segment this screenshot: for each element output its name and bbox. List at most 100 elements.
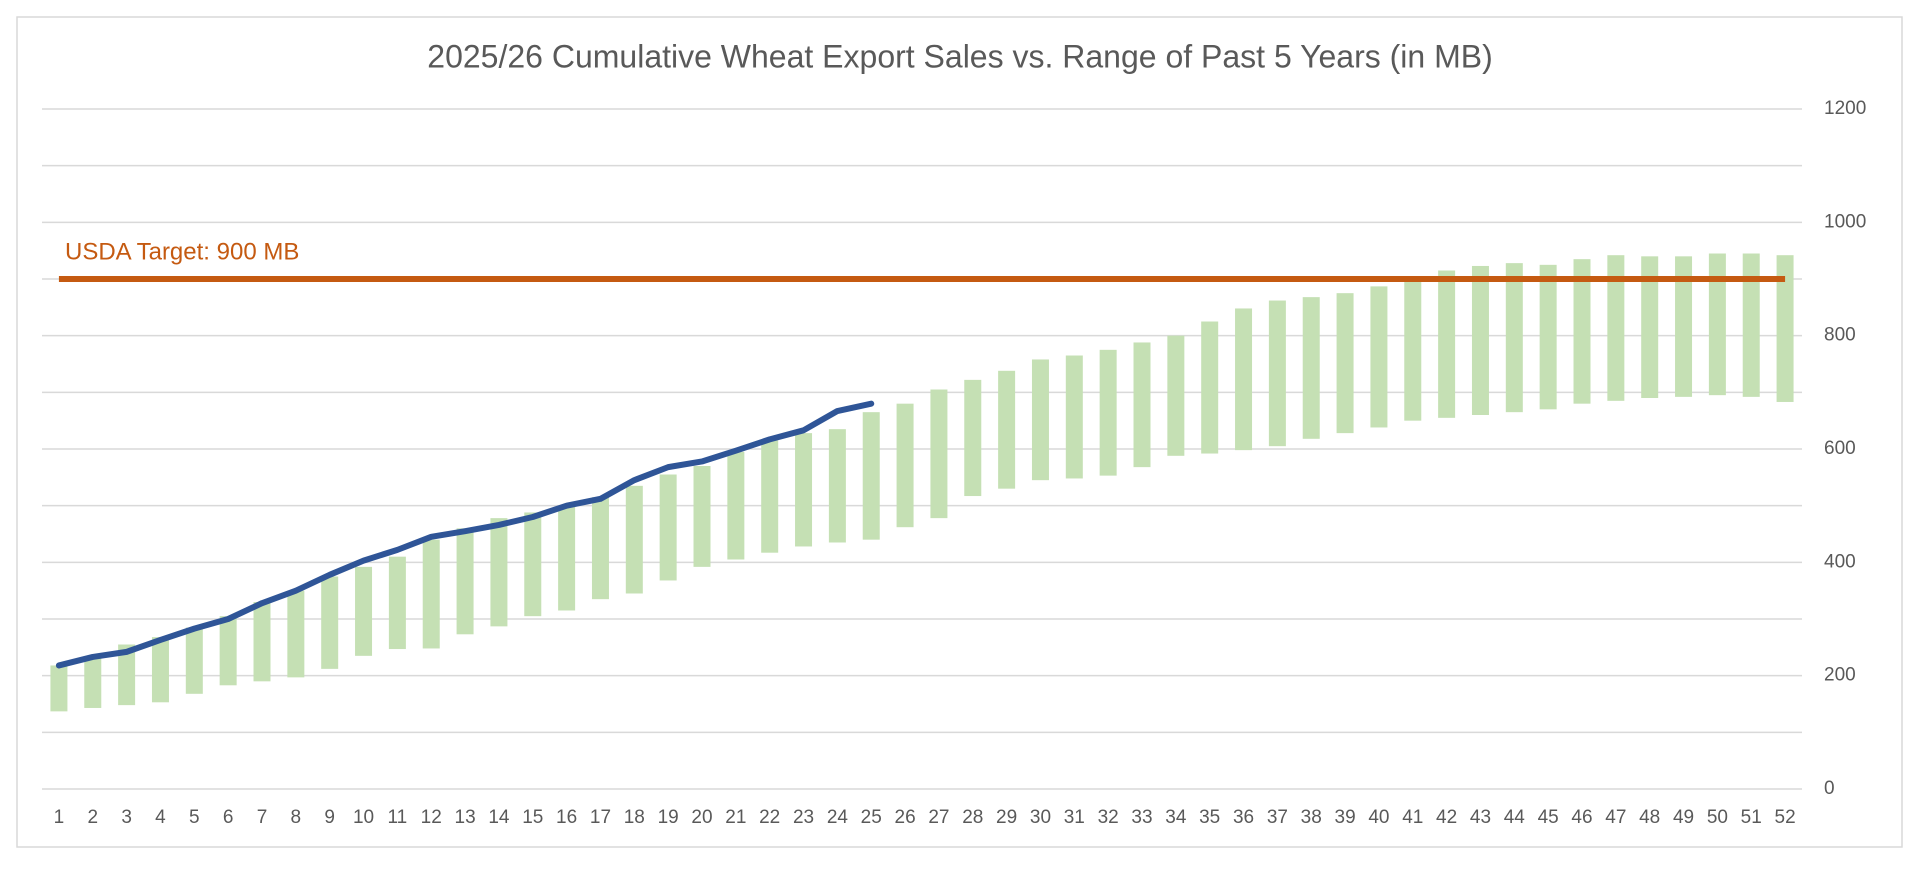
range-bar — [1133, 342, 1151, 468]
x-tick-label: 31 — [1064, 807, 1085, 828]
range-bar — [1235, 308, 1253, 451]
range-bar — [1539, 264, 1557, 410]
range-bar — [1099, 349, 1117, 476]
x-tick-label: 34 — [1165, 807, 1187, 828]
y-tick-label: 1000 — [1824, 211, 1866, 232]
range-bar — [422, 539, 440, 649]
x-tick-label: 24 — [827, 807, 849, 828]
range-bar — [1742, 253, 1760, 397]
y-tick-label: 600 — [1824, 438, 1856, 459]
x-tick-label: 11 — [388, 807, 408, 828]
y-tick-label: 800 — [1824, 325, 1856, 346]
range-bar — [693, 466, 711, 567]
x-tick-label: 7 — [257, 807, 268, 828]
range-bar — [355, 566, 373, 656]
range-bar — [1675, 256, 1693, 397]
x-tick-label: 12 — [421, 807, 442, 828]
x-tick-label: 9 — [324, 807, 335, 828]
x-tick-label: 5 — [189, 807, 200, 828]
x-tick-label: 33 — [1131, 807, 1152, 828]
x-tick-label: 4 — [155, 807, 166, 828]
x-tick-label: 16 — [556, 807, 577, 828]
range-bar — [1370, 286, 1388, 428]
range-bar — [253, 602, 271, 682]
x-tick-label: 50 — [1707, 807, 1728, 828]
range-bar — [1031, 359, 1049, 481]
range-bar — [1641, 256, 1659, 398]
range-bar — [118, 644, 136, 706]
chart-frame — [16, 16, 1903, 848]
range-bar — [84, 657, 102, 708]
range-bar — [1505, 263, 1523, 413]
x-tick-label: 1 — [54, 807, 65, 828]
x-tick-label: 43 — [1470, 807, 1491, 828]
range-bar — [1065, 355, 1083, 479]
range-bar — [388, 556, 406, 650]
y-tick-label: 0 — [1824, 778, 1835, 799]
x-tick-label: 8 — [291, 807, 302, 828]
x-tick-label: 25 — [861, 807, 882, 828]
x-tick-label: 46 — [1571, 807, 1592, 828]
x-tick-label: 21 — [725, 807, 746, 828]
x-tick-label: 29 — [996, 807, 1017, 828]
range-bar — [1471, 265, 1489, 415]
range-bar — [998, 370, 1016, 489]
x-tick-label: 44 — [1504, 807, 1526, 828]
x-tick-label: 17 — [590, 807, 611, 828]
range-bar — [795, 433, 813, 547]
x-tick-label: 52 — [1775, 807, 1796, 828]
range-bar — [761, 440, 779, 553]
range-bar — [1404, 279, 1422, 421]
x-tick-label: 22 — [759, 807, 780, 828]
range-bar — [1573, 259, 1591, 404]
x-tick-label: 10 — [353, 807, 374, 828]
chart-title: 2025/26 Cumulative Wheat Export Sales vs… — [427, 38, 1492, 74]
range-bar — [1302, 297, 1320, 439]
range-bar — [862, 412, 880, 540]
x-tick-label: 14 — [488, 807, 510, 828]
range-bar — [219, 616, 237, 686]
range-bar — [591, 497, 609, 600]
x-tick-label: 18 — [624, 807, 645, 828]
range-bar — [50, 665, 68, 712]
range-bar — [1201, 321, 1219, 454]
x-tick-label: 38 — [1301, 807, 1322, 828]
range-bar — [1708, 253, 1726, 396]
x-tick-label: 26 — [895, 807, 916, 828]
range-bar — [964, 379, 982, 497]
range-bar — [828, 429, 846, 543]
x-tick-label: 48 — [1639, 807, 1660, 828]
x-tick-label: 36 — [1233, 807, 1254, 828]
x-tick-label: 51 — [1741, 807, 1762, 828]
x-tick-label: 6 — [223, 807, 234, 828]
x-tick-label: 47 — [1605, 807, 1626, 828]
x-tick-label: 37 — [1267, 807, 1288, 828]
range-bar — [1336, 293, 1354, 434]
range-bar — [456, 528, 474, 635]
range-bar — [659, 474, 677, 581]
range-bar — [930, 389, 948, 519]
x-tick-label: 42 — [1436, 807, 1457, 828]
range-bar — [185, 627, 203, 694]
x-tick-label: 15 — [522, 807, 543, 828]
x-tick-label: 23 — [793, 807, 814, 828]
range-bar — [321, 576, 339, 669]
x-tick-label: 3 — [121, 807, 132, 828]
target-label: USDA Target: 900 MB — [65, 238, 299, 265]
y-tick-label: 1200 — [1824, 98, 1866, 119]
x-tick-label: 28 — [962, 807, 983, 828]
range-bar — [1438, 270, 1456, 418]
range-bar — [524, 512, 542, 617]
x-tick-label: 20 — [691, 807, 712, 828]
x-tick-label: 19 — [658, 807, 679, 828]
range-bar — [625, 485, 643, 594]
y-tick-label: 400 — [1824, 551, 1856, 572]
range-bar — [727, 451, 745, 560]
y-tick-label: 200 — [1824, 665, 1856, 686]
x-tick-label: 13 — [455, 807, 476, 828]
x-tick-label: 2 — [87, 807, 98, 828]
x-tick-label: 40 — [1368, 807, 1389, 828]
range-bar — [1268, 300, 1286, 447]
